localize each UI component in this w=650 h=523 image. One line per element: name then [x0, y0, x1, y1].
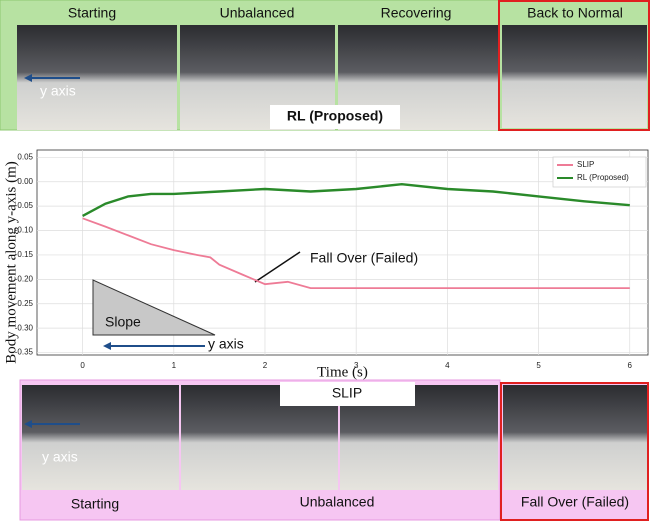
x-tick-label: 6 [628, 361, 633, 370]
annotation: y axis [208, 336, 244, 352]
y-tick-label: 0.00 [17, 177, 33, 186]
panel-label: Recovering [381, 5, 452, 21]
caption: RL (Proposed) [287, 108, 383, 124]
legend-label: SLIP [577, 160, 594, 169]
x-tick-label: 2 [263, 361, 268, 370]
annotation: Slope [105, 314, 141, 330]
figure: Starting Unbalanced Recovering Back to N… [0, 0, 650, 523]
panel-label: Unbalanced [300, 494, 375, 510]
caption: SLIP [332, 385, 362, 401]
panel-label: Back to Normal [527, 5, 623, 21]
y-axis-label: Body movement along y-axis (m) [3, 161, 19, 363]
x-tick-label: 1 [172, 361, 177, 370]
panel-label: Unbalanced [220, 5, 295, 21]
photo-label: y axis [40, 83, 76, 99]
x-tick-label: 0 [80, 361, 85, 370]
annotation: Fall Over (Failed) [310, 250, 418, 266]
legend [553, 157, 646, 187]
x-tick-label: 5 [536, 361, 541, 370]
y-tick-label: 0.05 [17, 152, 33, 161]
photo-label: y axis [42, 449, 78, 465]
panel-label: Fall Over (Failed) [521, 494, 629, 510]
panel-label: Starting [71, 496, 119, 512]
x-tick-label: 4 [445, 361, 450, 370]
chart: 0.050.00-0.05-0.10-0.15-0.20-0.25-0.30-0… [3, 150, 648, 380]
legend-label: RL (Proposed) [577, 173, 629, 182]
x-axis-label: Time (s) [317, 364, 368, 380]
panel-label: Starting [68, 5, 116, 21]
